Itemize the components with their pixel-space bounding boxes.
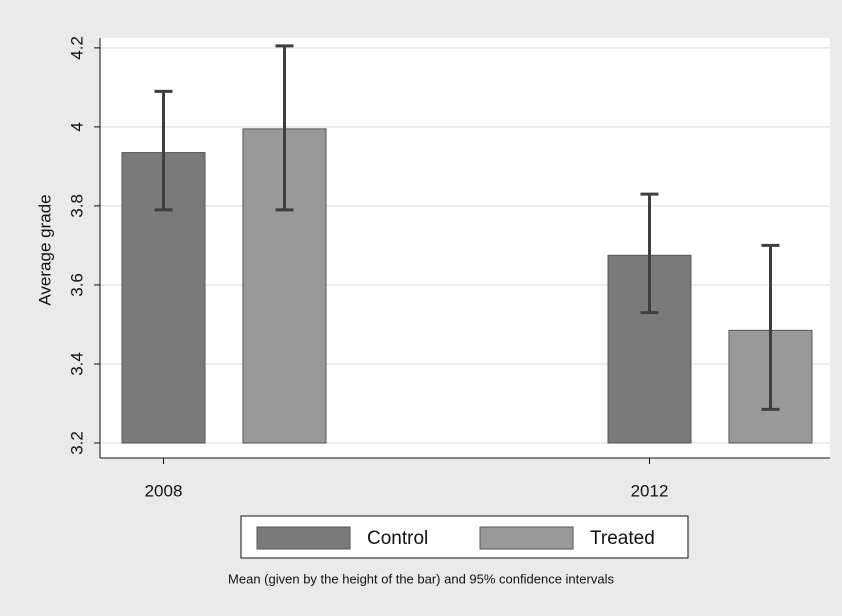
error-bar: [275, 44, 294, 212]
y-tick-label: 3.4: [67, 352, 86, 376]
y-tick-label: 3.6: [67, 273, 86, 297]
legend-label: Treated: [590, 528, 655, 549]
y-tick-label: 3.2: [67, 431, 86, 455]
y-tick-label: 3.8: [67, 194, 86, 218]
x-tick-label: 2012: [631, 481, 669, 500]
y-tick-label: 4: [67, 122, 86, 131]
error-bar: [640, 192, 659, 315]
plot-area: [100, 38, 830, 458]
note: Mean (given by the height of the bar) an…: [228, 571, 614, 586]
legend-swatch: [479, 526, 574, 550]
x-tick-label: 2008: [145, 481, 183, 500]
legend-swatch: [256, 526, 351, 550]
y-tick-label: 4.2: [67, 36, 86, 60]
error-bar: [761, 243, 780, 411]
y-axis-label: Average grade: [35, 194, 54, 305]
error-bar: [154, 89, 173, 212]
legend-label: Control: [367, 528, 428, 549]
